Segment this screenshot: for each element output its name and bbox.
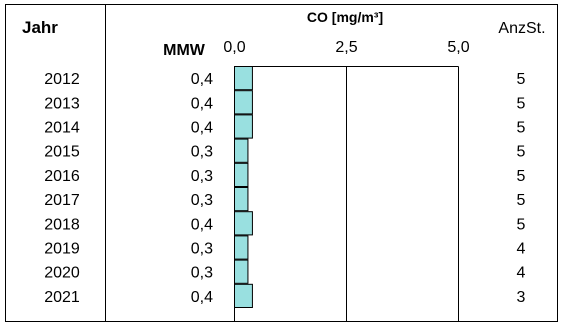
value-label: 0,3: [191, 192, 213, 209]
grid-layer: [234, 66, 459, 322]
x-tick-label: 5,0: [447, 39, 469, 56]
value-label: 0,3: [191, 168, 213, 185]
station-count-label: 5: [517, 192, 526, 209]
year-label: 2018: [44, 216, 80, 233]
bar: [234, 259, 249, 284]
year-label: 2013: [44, 95, 80, 112]
station-count-label: 4: [517, 265, 526, 282]
station-count-label: 5: [517, 120, 526, 137]
table-row: 2016 0,3 5: [44, 162, 526, 188]
year-label: 2017: [44, 192, 80, 209]
station-count-label: 5: [517, 71, 526, 88]
station-count-label: 5: [517, 216, 526, 233]
value-label: 0,3: [191, 144, 213, 161]
year-label: 2020: [44, 265, 80, 282]
bar: [234, 162, 249, 188]
value-label: 0,3: [191, 265, 213, 282]
station-count-label: 4: [517, 241, 526, 258]
bar: [234, 66, 253, 91]
header-count: AnzSt.: [498, 20, 545, 37]
value-label: 0,3: [191, 241, 213, 258]
table-row: 2021 0,4 3: [44, 283, 526, 308]
bar: [234, 211, 253, 236]
bar: [234, 90, 253, 115]
table-row: 2020 0,3 4: [44, 259, 526, 284]
station-count-label: 5: [517, 144, 526, 161]
table-row: 2019 0,3 4: [44, 235, 526, 260]
value-label: 0,4: [191, 120, 213, 137]
header-value: MMW: [163, 42, 206, 59]
table-border: [5, 4, 558, 322]
station-count-label: 3: [517, 289, 526, 306]
table-row: 2017 0,3 5: [44, 187, 526, 212]
row-layer: 2012 0,4 5 2013 0,4 5 2014 0,4 5 2015 0,3 5 2016 0,3 5…: [44, 66, 526, 308]
year-label: 2012: [44, 71, 80, 88]
year-label: 2014: [44, 120, 80, 137]
chart-title: CO [mg/m³]: [307, 9, 383, 25]
value-label: 0,4: [191, 289, 213, 306]
value-label: 0,4: [191, 71, 213, 88]
table-row: 2013 0,4 5: [44, 90, 526, 115]
tick-label-layer: 0,0 2,5 5,0: [223, 39, 469, 56]
bar: [234, 235, 249, 260]
year-label: 2019: [44, 241, 80, 258]
x-tick-label: 0,0: [223, 39, 245, 56]
station-count-label: 5: [517, 95, 526, 112]
table-row: 2012 0,4 5: [44, 66, 526, 91]
bar: [234, 138, 249, 163]
bar: [234, 187, 249, 212]
bar: [234, 114, 253, 139]
station-count-label: 5: [517, 168, 526, 185]
header-year: Jahr: [22, 18, 58, 37]
table-row: 2018 0,4 5: [44, 211, 526, 236]
value-label: 0,4: [191, 216, 213, 233]
table-row: 2014 0,4 5: [44, 114, 526, 139]
value-label: 0,4: [191, 95, 213, 112]
year-label: 2021: [44, 289, 80, 306]
year-label: 2015: [44, 144, 80, 161]
year-label: 2016: [44, 168, 80, 185]
x-tick-label: 2,5: [335, 39, 357, 56]
bar: [234, 283, 253, 308]
table-row: 2015 0,3 5: [44, 138, 526, 163]
